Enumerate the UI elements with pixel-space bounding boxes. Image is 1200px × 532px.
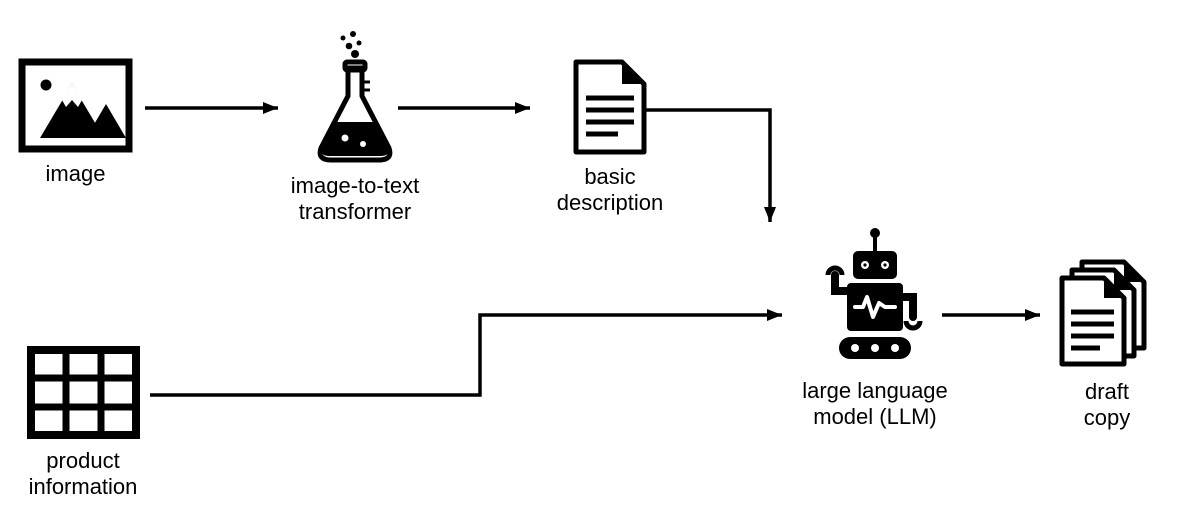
node-llm: large languagemodel (LLM) bbox=[790, 225, 960, 431]
arrowhead bbox=[767, 309, 782, 321]
node-label: image-to-texttransformer bbox=[291, 173, 419, 226]
node-image: image bbox=[18, 58, 133, 187]
robot-icon bbox=[805, 225, 945, 370]
node-label: draftcopy bbox=[1084, 379, 1130, 432]
edge-product-to-llm bbox=[150, 315, 782, 395]
grid-icon bbox=[26, 345, 141, 440]
document-icon bbox=[570, 58, 650, 156]
arrowhead bbox=[764, 207, 776, 222]
documents-icon bbox=[1052, 256, 1162, 371]
node-label: image bbox=[46, 161, 106, 187]
diagram-stage: image ima bbox=[0, 0, 1200, 532]
node-product-information: productinformation bbox=[18, 345, 148, 501]
node-image-to-text-transformer: image-to-texttransformer bbox=[275, 30, 435, 226]
flask-icon bbox=[305, 30, 405, 165]
node-label: productinformation bbox=[29, 448, 138, 501]
node-basic-description: basicdescription bbox=[550, 58, 670, 217]
node-label: large languagemodel (LLM) bbox=[802, 378, 948, 431]
node-draft-copy: draftcopy bbox=[1052, 256, 1162, 432]
arrowhead bbox=[515, 102, 530, 114]
image-icon bbox=[18, 58, 133, 153]
arrowhead bbox=[1025, 309, 1040, 321]
node-label: basicdescription bbox=[557, 164, 663, 217]
